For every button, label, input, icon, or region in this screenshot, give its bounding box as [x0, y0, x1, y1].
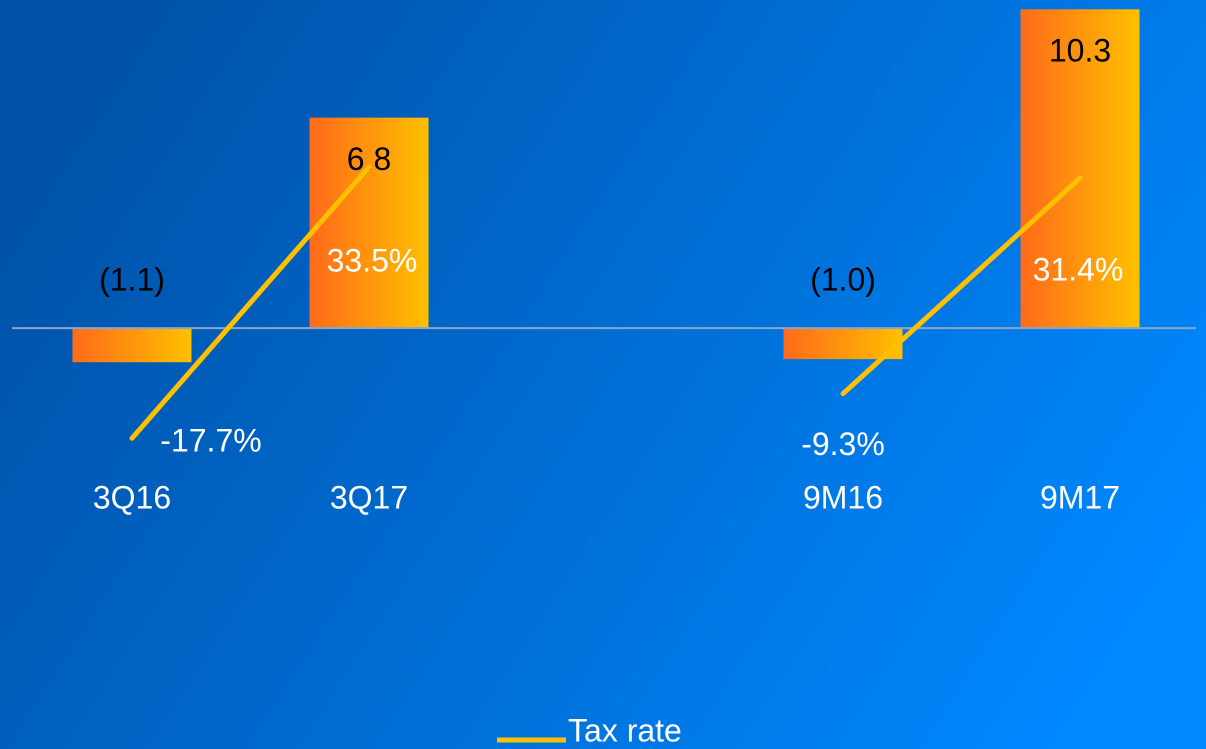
line-value-label: 33.5%: [327, 242, 418, 278]
legend-label: Tax rate: [568, 712, 682, 748]
line-value-label: 31.4%: [1033, 251, 1124, 287]
bar-value-label: (1.1): [99, 262, 165, 298]
bar-value-label: 6.8: [347, 141, 391, 177]
bar: [309, 117, 429, 329]
bar: [72, 328, 192, 363]
x-tick-label: 9M16: [803, 479, 883, 515]
bar: [1020, 9, 1140, 329]
x-tick-label: 3Q16: [93, 479, 171, 515]
bar-value-label: 10.3: [1049, 33, 1111, 69]
line: [129, 164, 1083, 441]
x-tick-label: 3Q17: [330, 479, 408, 515]
bar: [783, 328, 903, 360]
line-value-label: -17.7%: [160, 423, 261, 459]
bar-value-label: (1.0): [810, 262, 876, 298]
line-value-label: -9.3%: [801, 426, 885, 462]
x-tick-label: 9M17: [1040, 479, 1120, 515]
